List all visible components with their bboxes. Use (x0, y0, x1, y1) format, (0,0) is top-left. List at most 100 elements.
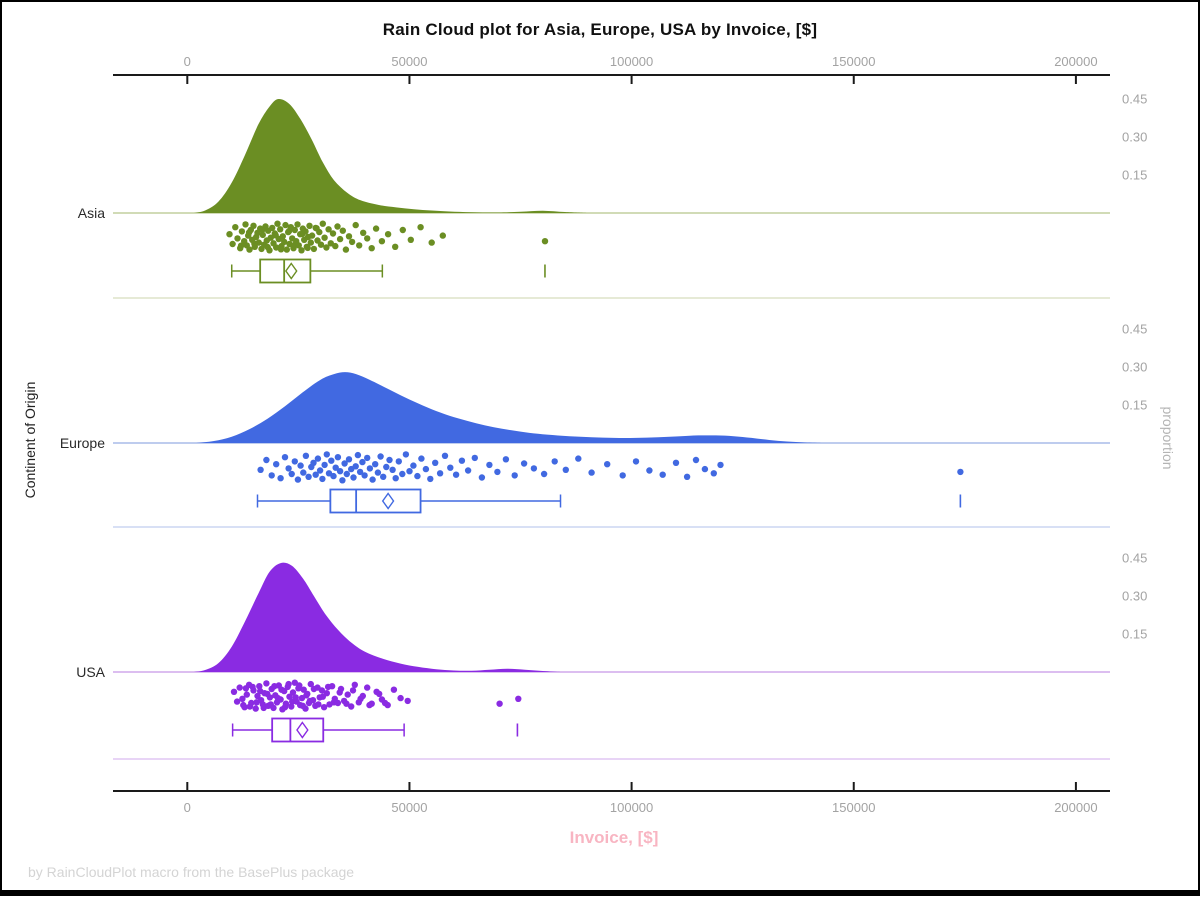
rain-point (289, 698, 296, 705)
rain-point (248, 699, 255, 707)
rain-point (256, 683, 263, 690)
rain-point (246, 246, 253, 253)
rain-point (486, 461, 493, 469)
rain-point (305, 473, 312, 480)
rain-point (234, 235, 241, 242)
rain-point (336, 468, 344, 475)
proportion-tick-label: 0.15 (1122, 168, 1147, 183)
category-label-asia: Asia (78, 205, 105, 221)
rain-point (283, 246, 290, 253)
rain-point (323, 244, 330, 251)
rain-point (646, 467, 653, 474)
rain-point (337, 685, 345, 693)
rain-point (345, 233, 353, 240)
rain-point (376, 690, 383, 698)
rain-point (418, 455, 425, 462)
rain-point (294, 476, 302, 483)
rain-point (364, 454, 371, 462)
rain-point (277, 475, 284, 482)
rain-point (263, 680, 270, 687)
rain-point (356, 468, 364, 476)
rain-point (319, 475, 326, 483)
density-asia (194, 98, 588, 213)
rain-point (348, 238, 356, 246)
rain-point (319, 220, 326, 227)
rain-point (281, 238, 288, 246)
rain-point (259, 231, 266, 239)
proportion-tick-label: 0.15 (1122, 398, 1147, 413)
rain-point (354, 451, 362, 459)
rain-point (316, 228, 323, 236)
rain-point (395, 458, 402, 465)
rain-point (659, 471, 666, 478)
rain-point (384, 231, 392, 238)
rain-point (282, 221, 289, 229)
rain-point (377, 453, 384, 460)
rain-point (372, 461, 379, 468)
rain-point (339, 227, 346, 234)
rain-point (266, 694, 274, 701)
box-europe (329, 488, 422, 514)
top-axis-tick-label: 0 (184, 54, 191, 69)
bottom-axis-tick-label: 200000 (1054, 800, 1097, 815)
rain-point (710, 470, 717, 477)
rain-point (496, 700, 503, 707)
rain-point (341, 460, 348, 467)
rain-point (390, 686, 398, 693)
rain-point (233, 698, 241, 705)
rain-point (427, 475, 434, 483)
rain-point (252, 705, 259, 712)
rain-point (273, 461, 280, 468)
rain-point (300, 469, 307, 476)
category-label-europe: Europe (60, 435, 105, 451)
rain-point (229, 240, 236, 248)
rain-point (540, 470, 548, 478)
rain-point (291, 226, 298, 234)
rain-point (281, 454, 289, 461)
rain-point (369, 476, 376, 483)
rain-point (321, 461, 328, 469)
rain-point (302, 452, 310, 459)
rain-point (254, 692, 261, 700)
rain-point (274, 220, 281, 227)
rain-point (251, 243, 258, 250)
rain-point (422, 465, 430, 473)
rain-point (332, 464, 339, 471)
rain-point (378, 238, 386, 245)
rain-point (428, 239, 435, 246)
rain-point (530, 465, 538, 472)
rain-point (300, 686, 307, 693)
rain-point (339, 477, 346, 484)
rain-point (226, 231, 233, 238)
rain-point (317, 241, 325, 248)
rain-point (368, 245, 375, 252)
rain-point (692, 456, 700, 464)
mean-diamond (285, 262, 298, 280)
rain-point (285, 680, 292, 688)
rain-point (551, 458, 558, 465)
rain-point (350, 474, 357, 481)
chart-title: Rain Cloud plot for Asia, Europe, USA by… (382, 20, 818, 39)
rain-point (282, 700, 290, 707)
rain-point (237, 242, 245, 249)
rain-point (399, 470, 406, 478)
rain-point (273, 244, 280, 251)
rain-point (316, 467, 324, 474)
bottom-axis-tick-label: 0 (184, 800, 191, 815)
rain-point (511, 472, 518, 479)
rain-point (314, 237, 321, 244)
rain-point (452, 471, 460, 478)
rain-point (414, 472, 421, 480)
rain-point (328, 457, 335, 464)
rain-point (310, 459, 317, 466)
rain-point (402, 451, 410, 458)
rain-points-usa (230, 679, 522, 713)
rain-point (717, 461, 724, 469)
rain-point (604, 461, 611, 468)
rain-point (270, 704, 277, 712)
proportion-tick-label: 0.45 (1122, 92, 1147, 107)
proportion-tick-label: 0.30 (1122, 589, 1147, 604)
rain-point (302, 705, 309, 712)
rain-point (291, 458, 298, 465)
